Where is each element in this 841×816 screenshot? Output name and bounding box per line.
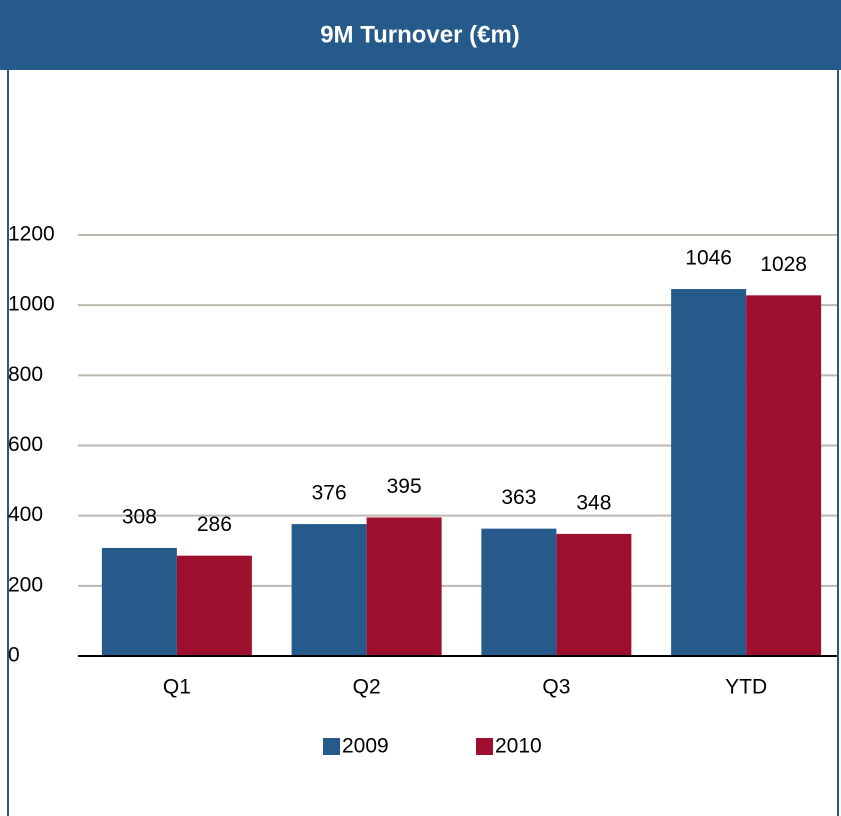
value-label: 395 [387, 475, 422, 498]
legend-label: 2010 [495, 735, 542, 758]
bar [556, 533, 632, 656]
y-tick-label: 600 [8, 433, 43, 456]
value-label: 1028 [760, 253, 807, 276]
bar [746, 295, 822, 656]
bar [176, 555, 252, 656]
y-tick-label: 800 [8, 363, 43, 386]
value-label: 286 [197, 513, 232, 536]
bar [671, 289, 747, 656]
x-tick-label: YTD [725, 676, 767, 699]
legend-swatch [476, 738, 493, 755]
value-label: 348 [576, 491, 611, 514]
x-tick-label: Q2 [353, 676, 381, 699]
value-label: 1046 [685, 247, 732, 270]
y-tick-label: 200 [8, 573, 43, 596]
legend-label: 2009 [342, 735, 389, 758]
value-label: 363 [501, 486, 536, 509]
y-tick-label: 1000 [8, 293, 55, 316]
bar [101, 547, 177, 656]
y-tick-label: 1200 [8, 223, 55, 246]
chart-title: 9M Turnover (€m) [320, 21, 520, 48]
bar [291, 524, 367, 656]
legend-swatch [323, 738, 340, 755]
bar [366, 517, 442, 656]
x-tick-label: Q1 [163, 676, 191, 699]
value-label: 308 [122, 505, 157, 528]
y-tick-label: 400 [8, 503, 43, 526]
y-tick-label: 0 [8, 644, 20, 667]
bar [481, 528, 557, 656]
value-label: 376 [312, 482, 347, 505]
header-bar [0, 0, 841, 70]
x-tick-label: Q3 [542, 676, 570, 699]
